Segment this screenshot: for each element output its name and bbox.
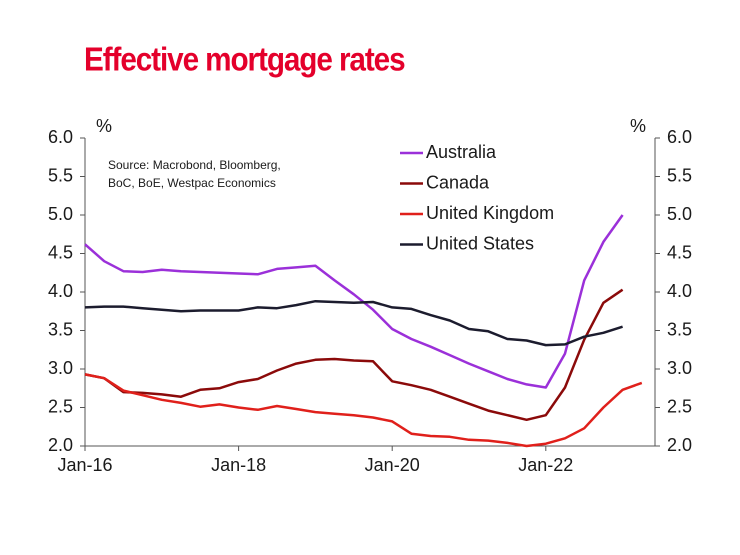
- y-tick-label: 3.5: [48, 319, 73, 339]
- y-tick-label: 4.5: [48, 242, 73, 262]
- y-tick-label: 5.5: [48, 165, 73, 185]
- series-line: [84, 299, 623, 347]
- y2-tick-label: 3.0: [667, 358, 692, 378]
- series-line: [84, 288, 624, 422]
- x-tick-label: Jan-16: [57, 455, 112, 475]
- series-line: [84, 214, 624, 389]
- y2-tick-label: 3.5: [667, 319, 692, 339]
- y2-tick-label: 5.5: [667, 165, 692, 185]
- x-tick-label: Jan-18: [211, 455, 266, 475]
- y-tick-label: 2.5: [48, 396, 73, 416]
- y2-tick-label: 6.0: [667, 127, 692, 147]
- x-tick-label: Jan-22: [518, 455, 573, 475]
- legend-label: United Kingdom: [426, 203, 554, 223]
- y2-axis-label: %: [630, 116, 646, 136]
- source-note: BoC, BoE, Westpac Economics: [108, 176, 276, 190]
- y-tick-label: 6.0: [48, 127, 73, 147]
- y-tick-label: 2.0: [48, 435, 73, 455]
- y-tick-label: 5.0: [48, 204, 73, 224]
- legend-label: Canada: [426, 172, 490, 192]
- y2-tick-label: 2.0: [667, 435, 692, 455]
- y-tick-label: 4.0: [48, 281, 73, 301]
- legend-label: Australia: [426, 142, 497, 162]
- series-line: [84, 373, 643, 448]
- legend-label: United States: [426, 233, 534, 253]
- y-axis-label: %: [96, 116, 112, 136]
- y2-tick-label: 4.5: [667, 242, 692, 262]
- y2-tick-label: 5.0: [667, 204, 692, 224]
- y-tick-label: 3.0: [48, 358, 73, 378]
- x-tick-label: Jan-20: [365, 455, 420, 475]
- chart-title: Effective mortgage rates: [84, 41, 405, 78]
- source-note: Source: Macrobond, Bloomberg,: [108, 158, 281, 172]
- y2-tick-label: 4.0: [667, 281, 692, 301]
- y2-tick-label: 2.5: [667, 396, 692, 416]
